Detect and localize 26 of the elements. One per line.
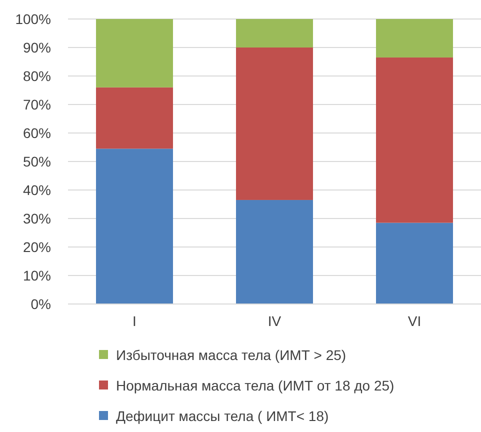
y-tick-label: 100% <box>15 10 51 27</box>
y-tick-label: 40% <box>22 182 51 198</box>
legend-label: Избыточная масса тела (ИМТ > 25) <box>116 346 346 363</box>
y-tick-label: 50% <box>22 153 51 170</box>
bar <box>376 57 453 223</box>
legend-label: Дефицит массы тела ( ИМТ< 18) <box>116 408 329 424</box>
legend-label: Нормальная масса тела (ИМТ от 18 до 25) <box>116 377 394 394</box>
bar <box>236 19 313 48</box>
y-tick-label: 20% <box>22 238 51 255</box>
y-tick-label: 80% <box>22 68 51 84</box>
y-tick-label: 30% <box>22 210 51 226</box>
bar <box>96 148 173 304</box>
y-tick-label: 10% <box>22 267 51 284</box>
y-tick-label: 70% <box>22 96 51 112</box>
bar <box>236 200 313 304</box>
y-tick-label: 60% <box>22 124 51 141</box>
y-tick-label: 0% <box>30 296 51 312</box>
x-tick-label: VI <box>408 313 422 329</box>
bar <box>376 19 453 58</box>
bar <box>96 87 173 149</box>
x-tick-label: I <box>132 313 136 329</box>
bar <box>236 48 313 200</box>
y-tick-label: 90% <box>22 39 51 56</box>
bar <box>96 19 173 88</box>
bar <box>376 222 453 304</box>
x-tick-label: IV <box>268 313 282 329</box>
